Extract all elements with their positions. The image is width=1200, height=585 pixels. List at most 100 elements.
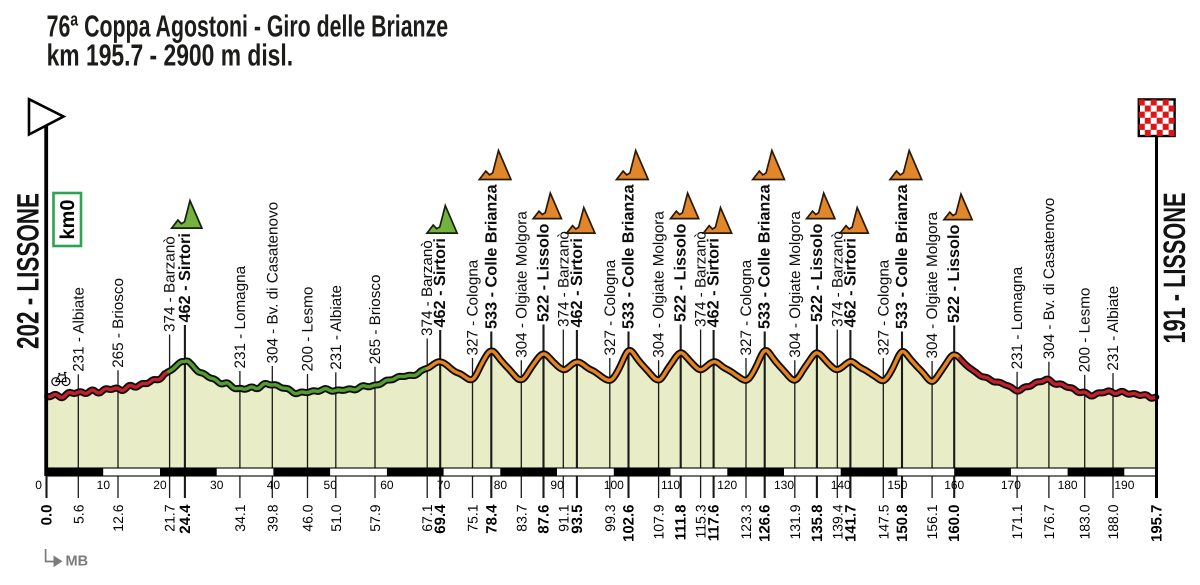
svg-text:139.4: 139.4 [829, 504, 845, 539]
svg-text:522 - Lissolo: 522 - Lissolo [945, 224, 963, 323]
svg-text:200 - Lesmo: 200 - Lesmo [1077, 288, 1094, 373]
svg-text:188.0: 188.0 [1105, 504, 1121, 539]
svg-text:40: 40 [267, 478, 281, 492]
svg-text:183.0: 183.0 [1077, 504, 1093, 539]
svg-text:km0: km0 [57, 200, 79, 240]
svg-text:170: 170 [1001, 478, 1021, 492]
svg-text:374 - Barzanò: 374 - Barzanò [162, 236, 179, 332]
svg-text:123.3: 123.3 [738, 504, 754, 539]
svg-text:km 195.7 - 2900 m disl.: km 195.7 - 2900 m disl. [47, 39, 294, 73]
svg-text:265 - Briosco: 265 - Briosco [367, 275, 384, 365]
svg-text:304 - Olgiate Molgora: 304 - Olgiate Molgora [651, 211, 668, 358]
svg-text:70: 70 [437, 478, 451, 492]
svg-text:107.9: 107.9 [651, 504, 667, 539]
svg-text:327 - Cologna: 327 - Cologna [738, 259, 755, 355]
svg-text:191 - LISSONE: 191 - LISSONE [1157, 193, 1192, 344]
svg-text:160: 160 [944, 478, 964, 492]
svg-text:50: 50 [324, 478, 338, 492]
svg-text:130: 130 [774, 478, 794, 492]
svg-text:20: 20 [153, 478, 167, 492]
svg-text:102.6: 102.6 [621, 505, 638, 543]
svg-text:231 - Lomagna: 231 - Lomagna [1009, 266, 1026, 369]
svg-text:24.4: 24.4 [177, 504, 194, 534]
svg-text:51.0: 51.0 [328, 504, 344, 531]
svg-text:522 - Lissolo: 522 - Lissolo [535, 223, 553, 322]
svg-text:522 - Lissolo: 522 - Lissolo [808, 223, 826, 322]
svg-text:200 - Lesmo: 200 - Lesmo [300, 287, 317, 372]
svg-text:75.1: 75.1 [465, 504, 481, 531]
svg-text:131.9: 131.9 [787, 504, 803, 539]
svg-text:126.6: 126.6 [757, 505, 774, 543]
svg-text:265 - Briosco: 265 - Briosco [110, 278, 127, 368]
svg-text:93.5: 93.5 [569, 505, 586, 534]
svg-text:462 - Sirtori: 462 - Sirtori [705, 238, 723, 327]
svg-text:304 - Bv. di Casatenovo: 304 - Bv. di Casatenovo [264, 202, 281, 364]
svg-text:190: 190 [1114, 478, 1134, 492]
svg-text:100: 100 [604, 478, 624, 492]
svg-text:374 - Barzanò: 374 - Barzanò [555, 231, 572, 327]
svg-text:327 - Cologna: 327 - Cologna [875, 259, 892, 355]
svg-text:304 - Bv. di Casatenovo: 304 - Bv. di Casatenovo [1041, 198, 1058, 360]
svg-text:171.1: 171.1 [1009, 504, 1025, 539]
svg-text:462 - Sirtori: 462 - Sirtori [568, 238, 586, 327]
svg-text:150: 150 [887, 478, 907, 492]
svg-text:120: 120 [717, 478, 737, 492]
svg-text:0.0: 0.0 [39, 505, 56, 526]
svg-text:533 - Colle Brianza: 533 - Colle Brianza [893, 184, 911, 329]
svg-text:327 - Cologna: 327 - Cologna [602, 259, 619, 355]
svg-text:MB: MB [66, 554, 89, 570]
svg-text:374 - Barzanò: 374 - Barzanò [693, 231, 710, 327]
svg-text:156.1: 156.1 [924, 504, 940, 539]
svg-text:0: 0 [35, 478, 42, 492]
svg-text:135.8: 135.8 [809, 505, 826, 543]
svg-text:374 - Barzanò: 374 - Barzanò [419, 240, 436, 336]
svg-text:99.3: 99.3 [602, 504, 618, 531]
svg-text:533 - Colle Brianza: 533 - Colle Brianza [756, 184, 774, 329]
svg-text:67.1: 67.1 [419, 504, 435, 531]
svg-text:78.4: 78.4 [483, 504, 500, 534]
svg-text:76ª Coppa Agostoni - Giro dell: 76ª Coppa Agostoni - Giro delle Brianze [47, 9, 449, 43]
svg-text:10: 10 [97, 478, 111, 492]
svg-text:304 - Olgiate Molgora: 304 - Olgiate Molgora [787, 211, 804, 358]
svg-text:533 - Colle Brianza: 533 - Colle Brianza [482, 184, 500, 329]
svg-text:522 - Lissolo: 522 - Lissolo [672, 223, 690, 322]
svg-text:110: 110 [661, 478, 680, 492]
svg-text:231 - Lomagna: 231 - Lomagna [232, 265, 249, 368]
svg-text:176.7: 176.7 [1041, 504, 1057, 539]
svg-text:231 - Albiate: 231 - Albiate [328, 285, 345, 370]
svg-text:141.7: 141.7 [842, 505, 859, 543]
svg-text:57.9: 57.9 [367, 504, 383, 531]
svg-text:21.7: 21.7 [162, 504, 178, 531]
svg-text:117.6: 117.6 [706, 505, 723, 542]
svg-text:231 - Albiate: 231 - Albiate [1105, 286, 1122, 371]
svg-text:12.6: 12.6 [110, 504, 126, 531]
svg-text:533 - Colle Brianza: 533 - Colle Brianza [620, 184, 638, 329]
svg-text:231 - Albiate: 231 - Albiate [70, 287, 87, 372]
svg-text:30: 30 [210, 478, 224, 492]
svg-text:140: 140 [831, 478, 851, 492]
svg-text:147.5: 147.5 [875, 504, 891, 539]
svg-text:374 - Barzanò: 374 - Barzanò [829, 231, 846, 327]
svg-text:46.0: 46.0 [300, 504, 316, 531]
svg-text:69.4: 69.4 [432, 504, 449, 534]
svg-text:327 - Cologna: 327 - Cologna [465, 259, 482, 355]
svg-text:91.1: 91.1 [555, 504, 571, 531]
svg-text:115.3: 115.3 [693, 504, 709, 538]
svg-text:60: 60 [380, 478, 394, 492]
svg-text:39.8: 39.8 [264, 504, 280, 531]
svg-text:180: 180 [1058, 478, 1078, 492]
svg-text:462 - Sirtori: 462 - Sirtori [176, 233, 194, 322]
svg-text:304 - Olgiate Molgora: 304 - Olgiate Molgora [924, 211, 941, 358]
svg-text:160.0: 160.0 [946, 505, 963, 543]
svg-text:5.6: 5.6 [70, 504, 86, 524]
svg-text:150.8: 150.8 [894, 505, 911, 543]
svg-text:80: 80 [494, 478, 508, 492]
svg-text:304 - Olgiate Molgora: 304 - Olgiate Molgora [513, 211, 530, 358]
svg-text:111.8: 111.8 [673, 505, 690, 541]
svg-text:90: 90 [550, 478, 564, 492]
svg-text:462 - Sirtori: 462 - Sirtori [431, 238, 449, 327]
svg-text:462 - Sirtori: 462 - Sirtori [841, 238, 859, 327]
svg-text:195.7: 195.7 [1149, 505, 1166, 543]
svg-text:34.1: 34.1 [232, 504, 248, 531]
svg-text:83.7: 83.7 [513, 504, 529, 531]
